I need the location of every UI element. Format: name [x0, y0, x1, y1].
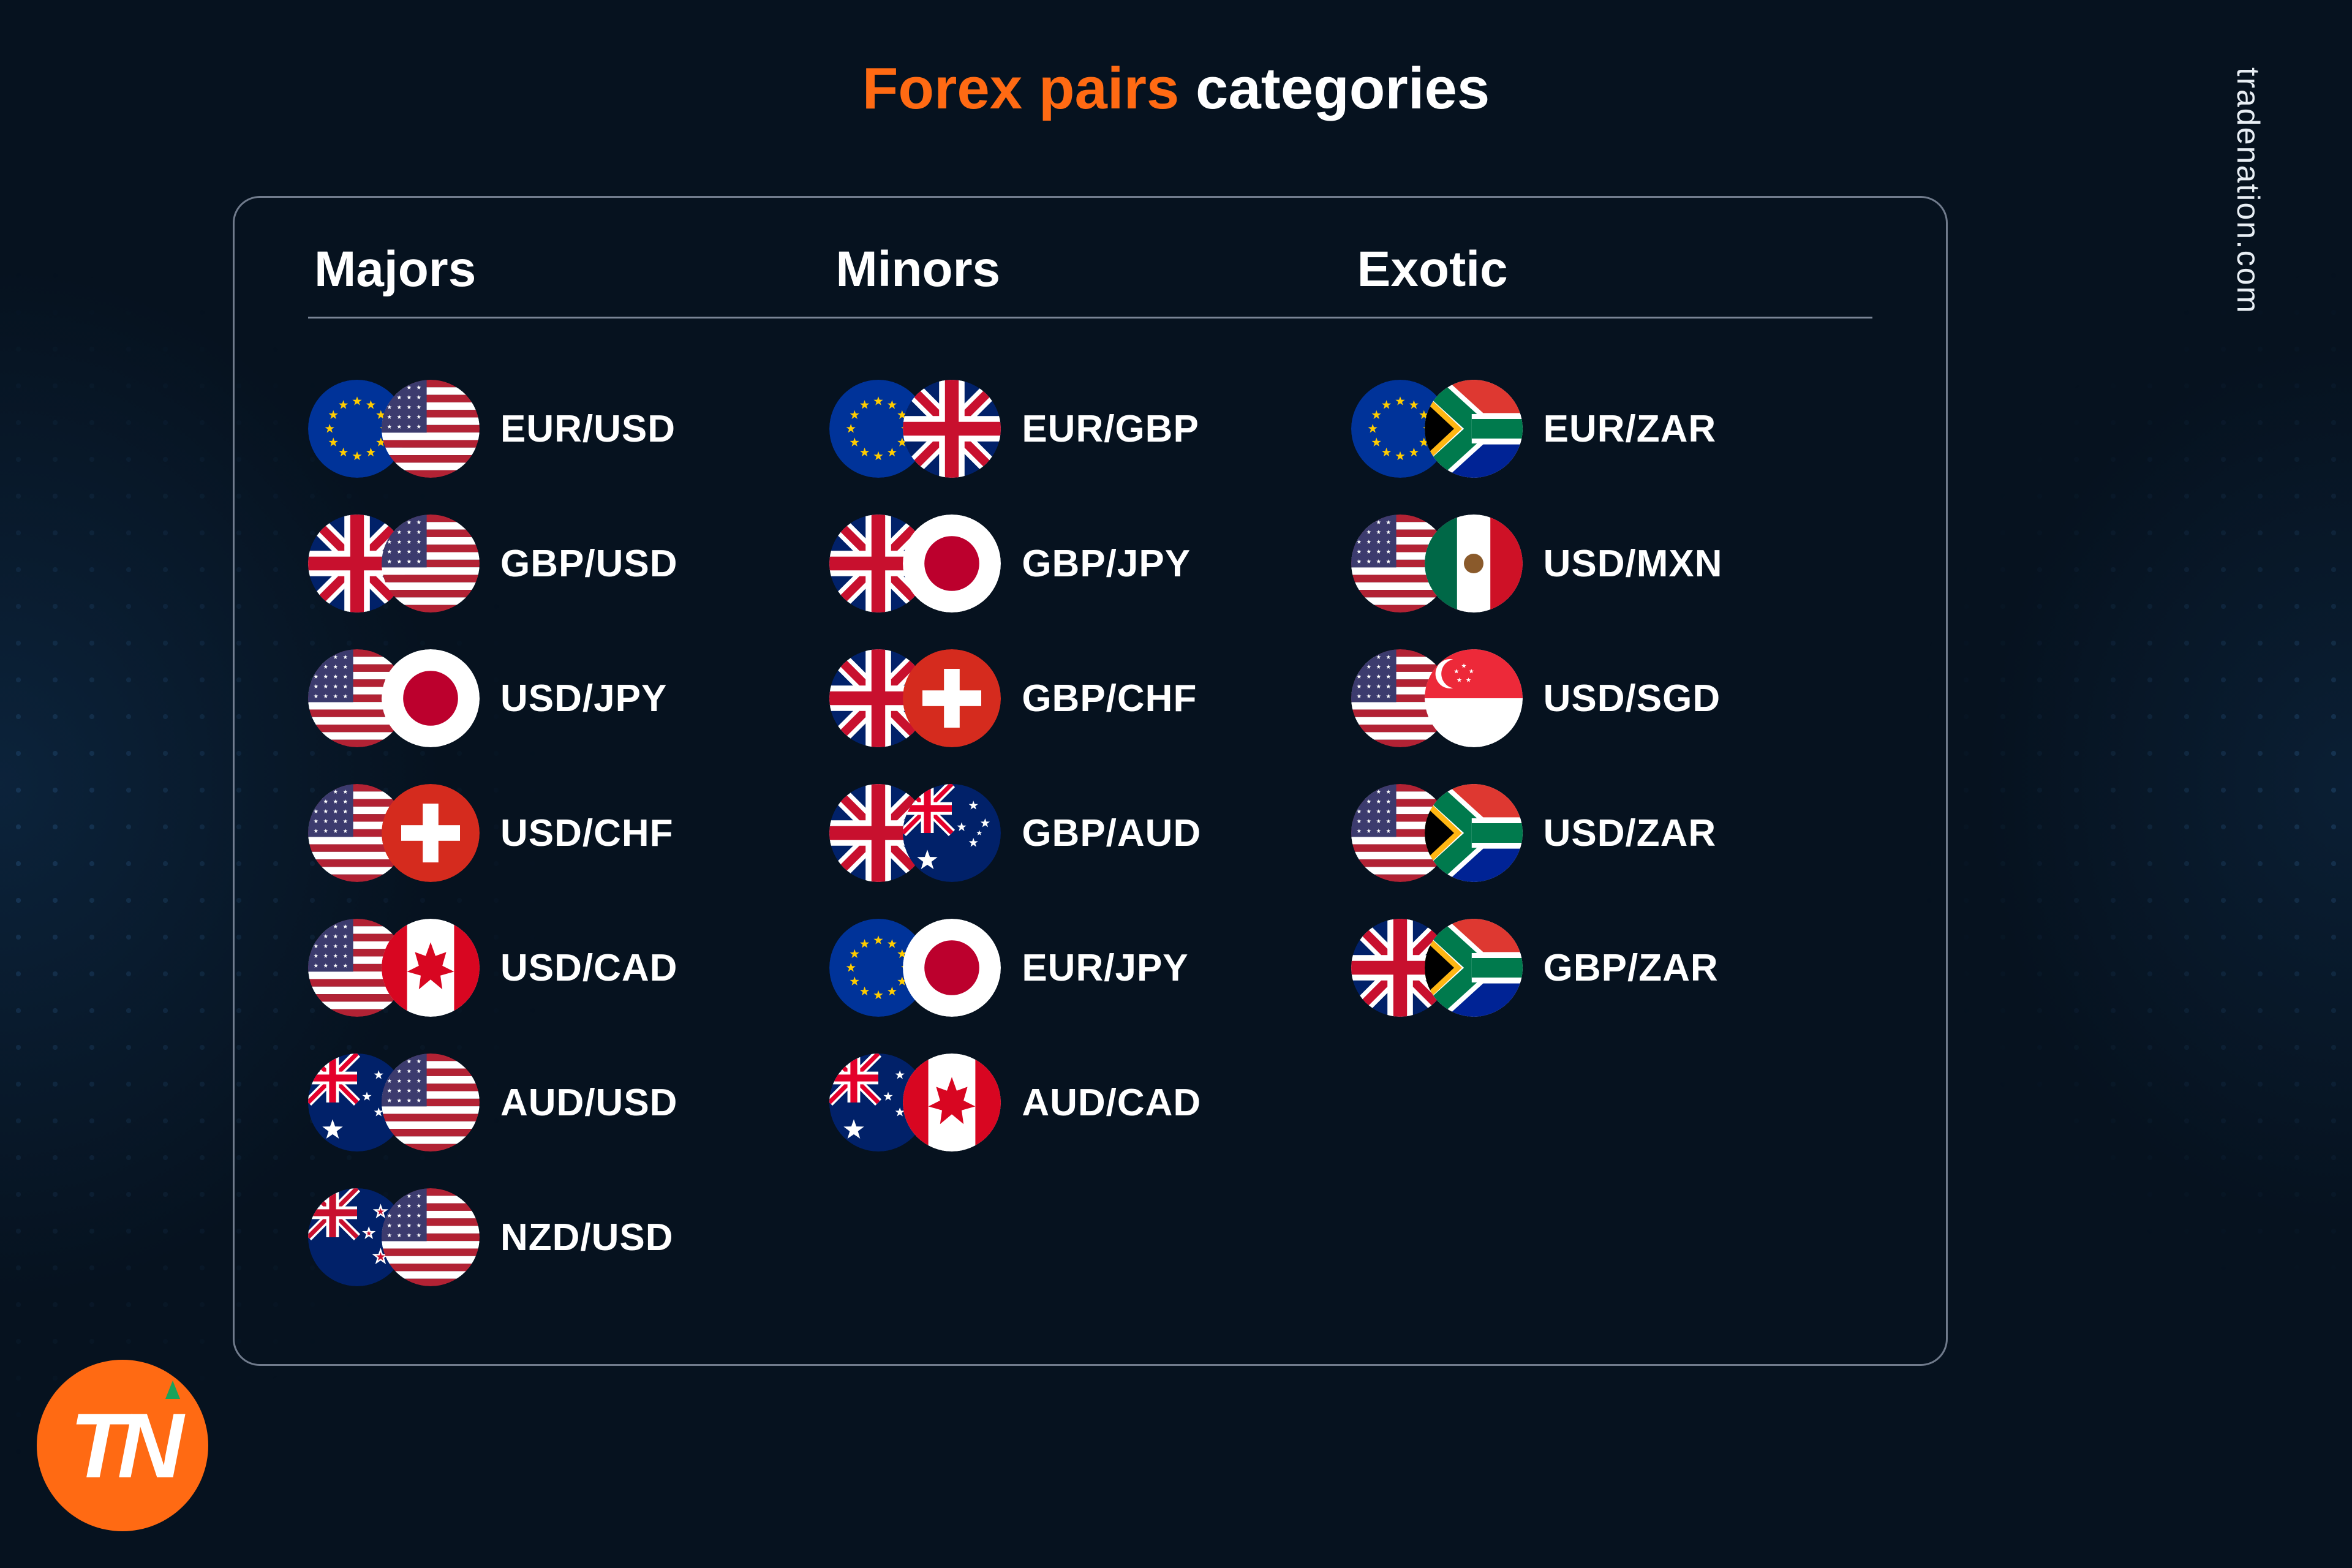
pair-label: GBP/ZAR — [1544, 946, 1719, 990]
pair-row: GBP/USD — [308, 496, 829, 631]
pair-row: AUD/USD — [308, 1035, 829, 1170]
pair-label: USD/SGD — [1544, 677, 1721, 720]
flag-pair-icon — [829, 377, 1001, 481]
flag-pair-icon — [1351, 377, 1523, 481]
sgd-flag-icon — [1425, 649, 1523, 747]
flag-pair-icon — [1351, 646, 1523, 750]
pair-label: EUR/USD — [500, 407, 676, 451]
usd-flag-icon — [382, 514, 480, 612]
pair-row: USD/CHF — [308, 766, 829, 900]
pair-label: GBP/AUD — [1022, 812, 1201, 855]
flag-pair-icon — [1351, 511, 1523, 616]
flag-pair-icon — [829, 781, 1001, 885]
flag-pair-icon — [308, 1185, 480, 1289]
title-accent: Forex pairs — [862, 56, 1180, 121]
flag-pair-icon — [308, 916, 480, 1020]
pair-row: GBP/CHF — [829, 631, 1351, 766]
pair-row: GBP/AUD — [829, 766, 1351, 900]
pair-label: USD/JPY — [500, 677, 667, 720]
pair-label: USD/CAD — [500, 946, 677, 990]
jpy-flag-icon — [382, 649, 480, 747]
pair-row: USD/SGD — [1351, 631, 1872, 766]
brand-logo-text: TN — [70, 1393, 175, 1499]
usd-flag-icon — [382, 1188, 480, 1286]
pair-row: EUR/USD — [308, 361, 829, 496]
column-minors: EUR/GBP GBP/JPY GBP/CHF GBP/AUD EUR/JPY A… — [829, 361, 1351, 1305]
pair-row: USD/CAD — [308, 900, 829, 1035]
pair-label: USD/MXN — [1544, 542, 1723, 586]
heading-exotic: Exotic — [1351, 241, 1872, 317]
pair-row: EUR/ZAR — [1351, 361, 1872, 496]
heading-divider — [308, 317, 1872, 318]
cad-flag-icon — [903, 1054, 1001, 1152]
flag-pair-icon — [308, 781, 480, 885]
chf-flag-icon — [382, 784, 480, 882]
flag-pair-icon — [308, 377, 480, 481]
chf-flag-icon — [903, 649, 1001, 747]
pair-row: GBP/ZAR — [1351, 900, 1872, 1035]
zar-flag-icon — [1425, 784, 1523, 882]
heading-majors: Majors — [308, 241, 829, 317]
pair-row: USD/MXN — [1351, 496, 1872, 631]
flag-pair-icon — [308, 1050, 480, 1155]
pair-row: AUD/CAD — [829, 1035, 1351, 1170]
pair-label: AUD/USD — [500, 1081, 677, 1125]
pair-label: NZD/USD — [500, 1216, 674, 1259]
usd-flag-icon — [382, 380, 480, 478]
pair-label: USD/ZAR — [1544, 812, 1717, 855]
pair-label: GBP/CHF — [1022, 677, 1197, 720]
pair-row: GBP/JPY — [829, 496, 1351, 631]
pair-label: GBP/USD — [500, 542, 677, 586]
title-rest: categories — [1179, 56, 1490, 121]
page-title: Forex pairs categories — [0, 55, 2352, 123]
aud-flag-icon — [903, 784, 1001, 882]
pair-label: EUR/JPY — [1022, 946, 1188, 990]
watermark: tradenation.com — [2230, 67, 2266, 314]
jpy-flag-icon — [903, 514, 1001, 612]
pair-label: USD/CHF — [500, 812, 674, 855]
pair-label: EUR/ZAR — [1544, 407, 1717, 451]
pair-label: EUR/GBP — [1022, 407, 1199, 451]
pair-row: EUR/GBP — [829, 361, 1351, 496]
pairs-columns: EUR/USD GBP/USD USD/JPY USD/CHF USD/CAD AUD… — [308, 361, 1872, 1305]
column-majors: EUR/USD GBP/USD USD/JPY USD/CHF USD/CAD AUD… — [308, 361, 829, 1305]
brand-logo: TN — [37, 1360, 208, 1531]
mxn-flag-icon — [1425, 514, 1523, 612]
categories-panel: Majors Minors Exotic EUR/USD GBP/USD USD/… — [233, 196, 1948, 1366]
brand-logo-tick-icon — [165, 1381, 180, 1399]
flag-pair-icon — [829, 916, 1001, 1020]
flag-pair-icon — [1351, 916, 1523, 1020]
pair-row: USD/JPY — [308, 631, 829, 766]
zar-flag-icon — [1425, 380, 1523, 478]
cad-flag-icon — [382, 919, 480, 1017]
pair-row: NZD/USD — [308, 1170, 829, 1305]
flag-pair-icon — [1351, 781, 1523, 885]
flag-pair-icon — [829, 1050, 1001, 1155]
pair-row: EUR/JPY — [829, 900, 1351, 1035]
jpy-flag-icon — [903, 919, 1001, 1017]
flag-pair-icon — [829, 646, 1001, 750]
flag-pair-icon — [308, 511, 480, 616]
gbp-flag-icon — [903, 380, 1001, 478]
heading-minors: Minors — [829, 241, 1351, 317]
flag-pair-icon — [829, 511, 1001, 616]
pair-label: GBP/JPY — [1022, 542, 1191, 586]
pair-label: AUD/CAD — [1022, 1081, 1201, 1125]
pair-row: USD/ZAR — [1351, 766, 1872, 900]
flag-pair-icon — [308, 646, 480, 750]
column-headings: Majors Minors Exotic — [308, 241, 1872, 317]
usd-flag-icon — [382, 1054, 480, 1152]
zar-flag-icon — [1425, 919, 1523, 1017]
column-exotic: EUR/ZAR USD/MXN USD/SGD USD/ZAR — [1351, 361, 1872, 1305]
